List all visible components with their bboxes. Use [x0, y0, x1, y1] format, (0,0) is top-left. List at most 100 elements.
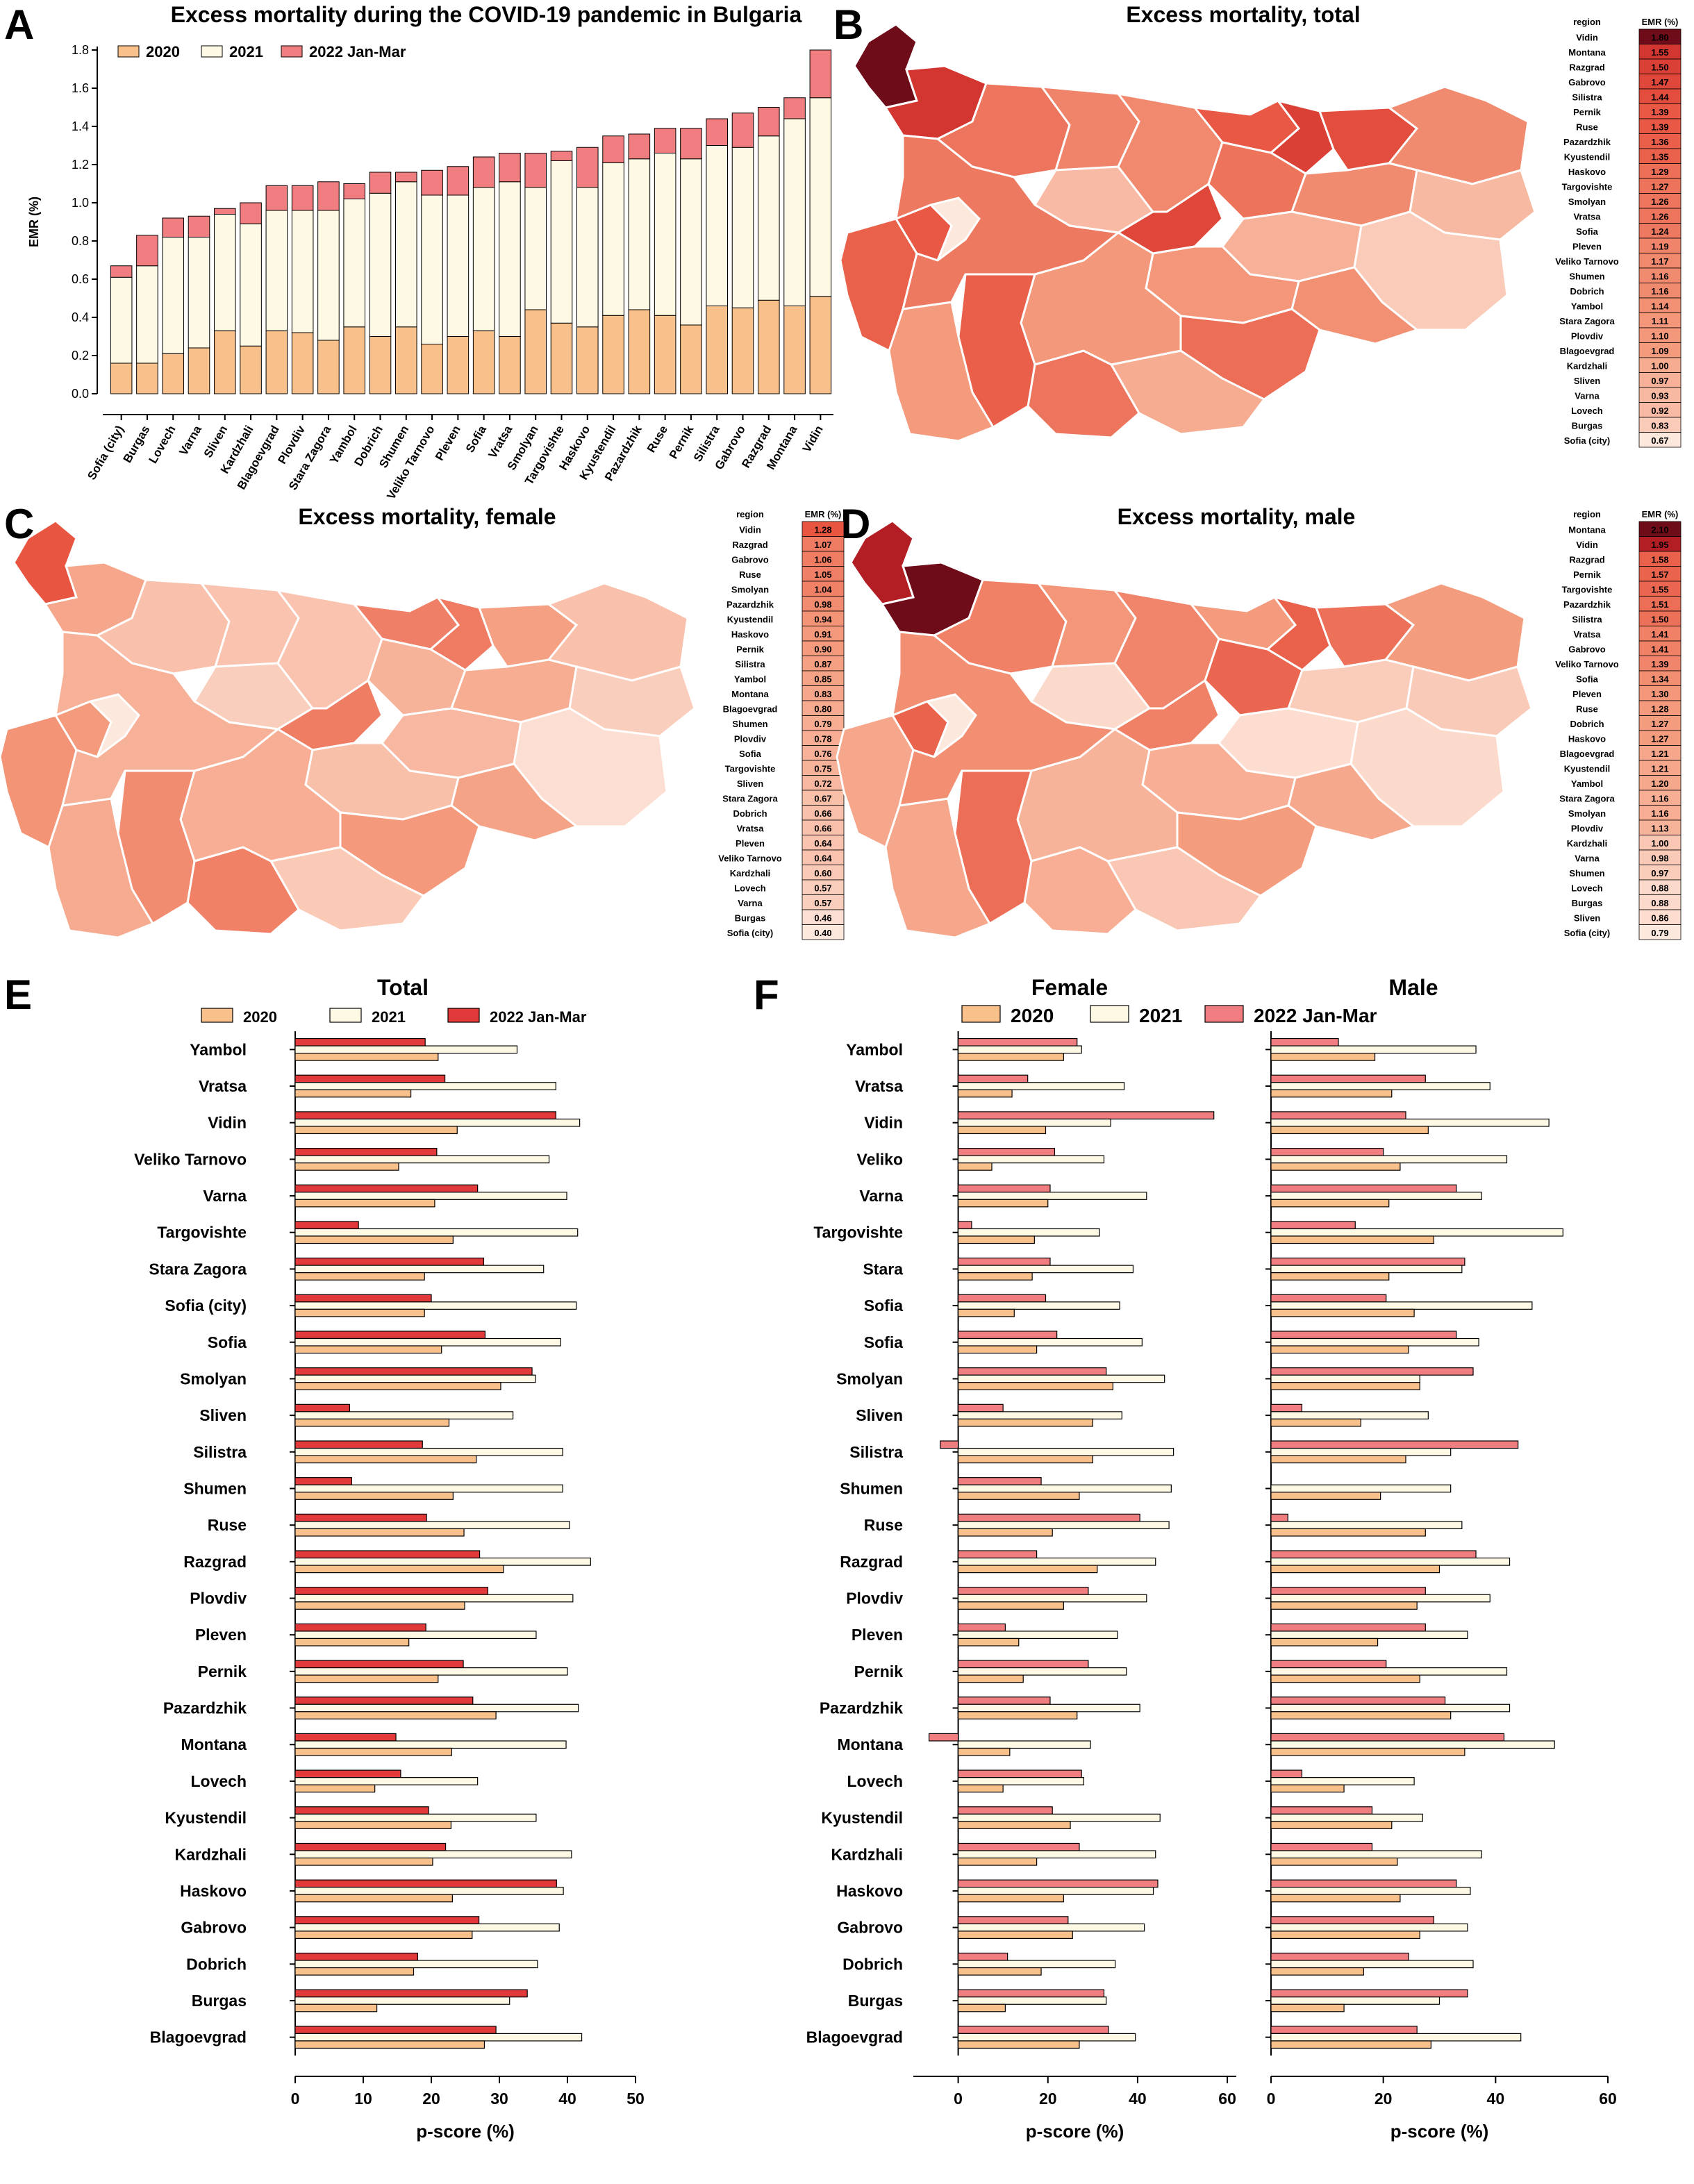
bar-2020 — [294, 1747, 452, 1756]
bar-2020 — [1270, 1931, 1420, 1940]
table-emr-value: 0.78 — [814, 734, 831, 744]
bar-2020 — [1270, 1784, 1345, 1793]
category-label: Silistra — [193, 1443, 247, 1461]
table-header-emr: EMR (%) — [1642, 509, 1679, 519]
bar-2022-jan-mar — [957, 1147, 1056, 1156]
table-region-name: Kyustendil — [727, 615, 773, 625]
bar-2020 — [1270, 1674, 1420, 1683]
bar-2021 — [1270, 1118, 1550, 1127]
bar-2020 — [1270, 1747, 1465, 1756]
panel-d-table: region EMR (%) Montana 2.10 Vidin 1.95 Razgrad… — [1555, 509, 1681, 940]
bar-2020 — [957, 1235, 1035, 1244]
bar-2020 — [957, 1894, 1064, 1903]
table-emr-value: 1.24 — [1651, 226, 1669, 237]
table-emr-value: 1.35 — [1651, 152, 1668, 162]
table-emr-value: 0.72 — [814, 778, 831, 789]
bar-2020 — [1270, 1345, 1409, 1354]
bar-2020 — [654, 315, 676, 394]
bar-2022-jan-mar — [1270, 1660, 1387, 1669]
category-label: Shumen — [183, 1479, 247, 1497]
bar-2022-jan-mar — [499, 153, 521, 183]
bar-2021 — [1270, 1667, 1508, 1676]
category-label: Yambol — [846, 1040, 903, 1058]
category-label: Ruse — [208, 1516, 247, 1534]
bar-2020 — [447, 336, 470, 394]
bar-2020 — [294, 2040, 485, 2049]
bar-2020 — [294, 1126, 458, 1135]
bar-2020 — [706, 306, 729, 394]
bar-2021 — [294, 1997, 510, 2005]
bar-2020 — [957, 2003, 1006, 2012]
table-region-name: Pazardzhik — [1563, 599, 1611, 610]
bar-2022-jan-mar — [294, 1331, 486, 1340]
table-emr-value: 1.04 — [814, 585, 832, 595]
table-region-name: Pleven — [1572, 242, 1602, 252]
bar-2021 — [957, 1045, 1082, 1054]
bar-2020 — [1270, 1126, 1429, 1135]
bar-2022-jan-mar — [706, 118, 729, 146]
legend-label: 2020 — [146, 43, 180, 60]
bar-2021 — [294, 1960, 538, 1969]
table-emr-value: 0.87 — [814, 659, 831, 669]
table-region-name: Pleven — [1572, 689, 1602, 699]
table-emr-value: 1.00 — [1651, 361, 1668, 372]
table-emr-value: 0.86 — [1651, 913, 1668, 924]
table-region-name: Sofia — [1576, 226, 1599, 237]
table-emr-value: 1.55 — [1651, 47, 1668, 58]
bar-2022-jan-mar — [395, 172, 417, 183]
table-region-name: Smolyan — [1568, 808, 1606, 819]
table-region-name: Ruse — [1576, 122, 1598, 133]
bar-2022-jan-mar — [957, 1294, 1047, 1303]
table-emr-value: 0.57 — [814, 898, 831, 908]
panel-b-table: region EMR (%) Vidin 1.80 Montana 1.55 Razgrad… — [1555, 17, 1681, 448]
bar-2022-jan-mar — [472, 156, 495, 188]
panel-f-male-bar-chart: 0 20 40 60 p-score (%) — [1265, 1031, 1617, 2142]
table-emr-value: 1.07 — [814, 540, 831, 550]
table-region-name: Ruse — [1576, 704, 1598, 715]
panel-c-map — [0, 519, 696, 939]
bar-2020 — [1270, 1272, 1390, 1281]
bar-2020 — [957, 1382, 1113, 1390]
bar-2020 — [136, 362, 158, 394]
table-emr-value: 0.79 — [814, 719, 831, 729]
table-region-name: Sofia — [739, 749, 762, 759]
bar-2020 — [294, 1601, 465, 1610]
category-label: Pernik — [198, 1662, 247, 1681]
legend-swatch — [961, 1005, 1001, 1023]
table-region-name: Veliko Tarnovo — [718, 853, 782, 864]
category-label: Haskovo — [180, 1882, 247, 1900]
table-emr-value: 1.50 — [1651, 615, 1668, 625]
bar-2021 — [294, 1447, 563, 1456]
y-tick-label: 0.0 — [72, 387, 89, 401]
bar-2021 — [294, 1703, 579, 1712]
y-tick-label: 0.6 — [72, 272, 89, 286]
category-label: Kyustendil — [165, 1809, 247, 1827]
category-label: Sofia (city) — [165, 1297, 247, 1315]
bar-2022-jan-mar — [524, 153, 547, 188]
bar-2020 — [1270, 1601, 1418, 1610]
bar-2021 — [1270, 1850, 1482, 1859]
table-emr-value: 1.39 — [1651, 659, 1668, 669]
bar-2020 — [957, 1126, 1047, 1135]
bar-2021 — [957, 1228, 1100, 1237]
table-emr-value: 0.88 — [1651, 898, 1668, 908]
bar-2021 — [294, 1887, 564, 1895]
bar-2020 — [294, 1967, 415, 1976]
bar-2020 — [957, 1821, 1071, 1829]
bar-2021 — [957, 1667, 1127, 1676]
bar-2021 — [294, 1557, 591, 1566]
bar-2020 — [957, 1199, 1049, 1208]
bar-2020 — [294, 1674, 439, 1683]
panel-e-title: Total — [377, 975, 429, 1000]
table-region-name: Yambol — [1571, 778, 1603, 789]
panel-c-title: Excess mortality, female — [298, 504, 556, 529]
bar-2022-jan-mar — [294, 1550, 481, 1559]
bar-2022-jan-mar — [957, 1952, 1008, 1961]
bar-2022-jan-mar — [213, 208, 236, 215]
table-region-name: Dobrich — [1570, 286, 1604, 297]
panel-letter-f: F — [754, 972, 779, 1018]
table-emr-value: 0.93 — [1651, 391, 1668, 401]
category-label: Vidin — [208, 1114, 247, 1132]
bar-2022-jan-mar — [957, 1221, 972, 1230]
bar-2022-jan-mar — [957, 1477, 1042, 1485]
